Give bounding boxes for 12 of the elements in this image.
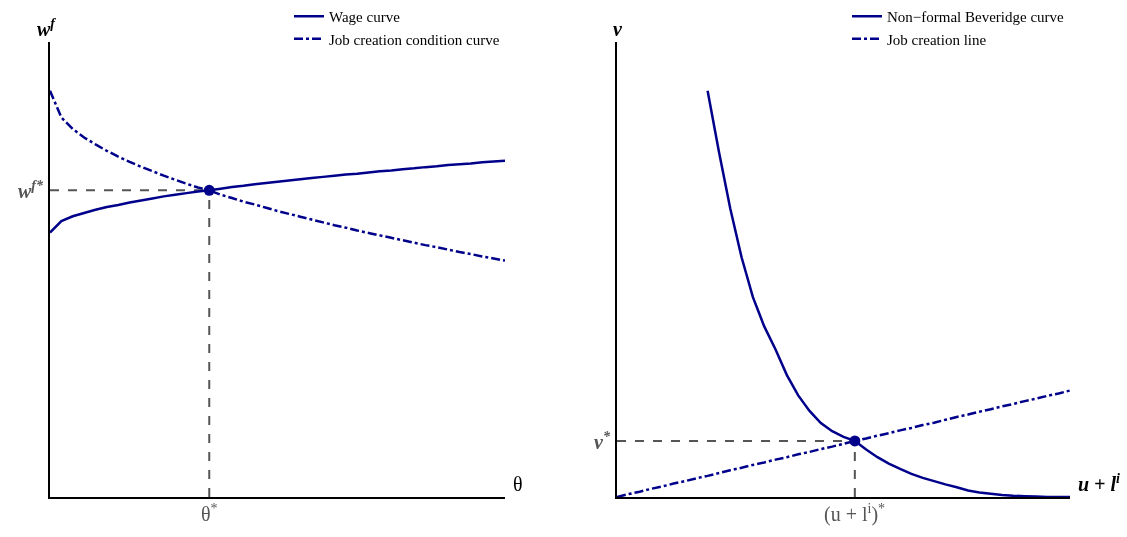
text: v$^{*}$ bbox=[594, 429, 611, 454]
text: (u + l$^{i}$)$^{*}$ bbox=[824, 501, 886, 527]
legend-label: Wage curve bbox=[329, 9, 401, 26]
legend-label: Job creation condition curve bbox=[329, 31, 500, 48]
text: θ$^{*}$ bbox=[201, 501, 218, 526]
y-axis-title: w$^{f}$ bbox=[37, 16, 57, 41]
legend-label: Job creation line bbox=[887, 31, 987, 48]
y-axis-title: v bbox=[613, 18, 623, 40]
legend-label: Non−formal Beveridge curve bbox=[887, 9, 1065, 26]
x-axis-title: θ bbox=[513, 473, 523, 495]
text: w$^{f*}$ bbox=[18, 178, 45, 203]
x-axis-title: u + l$^{i}$ bbox=[1078, 471, 1121, 496]
